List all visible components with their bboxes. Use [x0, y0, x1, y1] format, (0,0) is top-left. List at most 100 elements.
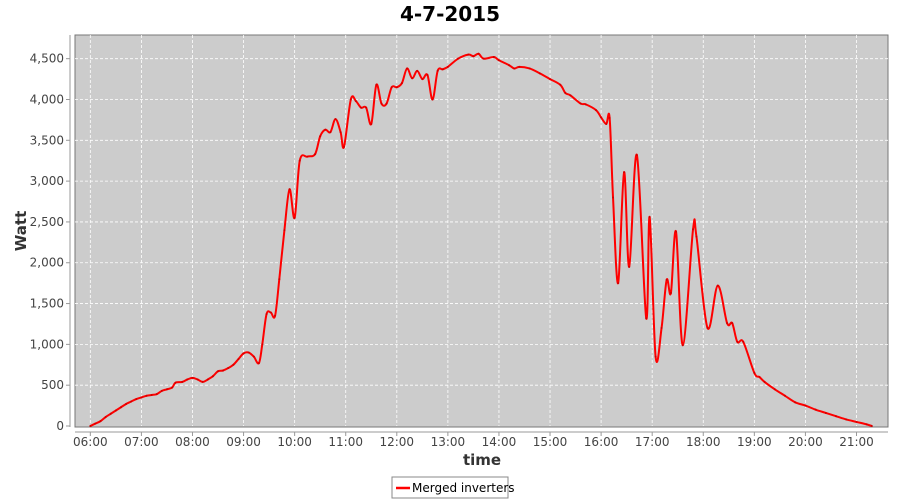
data-point	[365, 106, 368, 109]
data-point	[431, 98, 434, 101]
data-point	[94, 422, 97, 425]
data-point	[654, 355, 657, 358]
y-tick-label: 4,000	[30, 92, 64, 106]
data-point	[314, 153, 317, 156]
data-point	[477, 52, 480, 55]
data-point	[109, 412, 112, 415]
data-point	[441, 68, 444, 71]
data-point	[716, 284, 719, 287]
data-point	[736, 340, 739, 343]
data-point	[293, 216, 296, 219]
data-point	[278, 278, 281, 281]
data-point	[247, 351, 250, 354]
data-point	[306, 155, 309, 158]
chart-title: 4-7-2015	[400, 2, 500, 26]
data-point	[814, 408, 817, 411]
data-point	[595, 109, 598, 112]
data-point	[497, 59, 500, 62]
data-point	[155, 393, 158, 396]
data-point	[114, 409, 117, 412]
x-tick-label: 20:00	[788, 435, 823, 449]
plot-area	[74, 34, 889, 428]
data-point	[191, 376, 194, 379]
data-point	[783, 394, 786, 397]
data-point	[623, 171, 626, 174]
data-point	[171, 386, 174, 389]
data-point	[605, 122, 608, 125]
y-tick-label: 1,000	[30, 337, 64, 351]
data-point	[436, 69, 439, 72]
data-point	[584, 103, 587, 106]
data-point	[400, 82, 403, 85]
data-point	[804, 404, 807, 407]
data-point	[242, 352, 245, 355]
data-point	[252, 355, 255, 358]
x-tick-label: 09:00	[226, 435, 261, 449]
legend-label: Merged inverters	[412, 481, 515, 495]
x-tick-label: 12:00	[379, 435, 414, 449]
data-point	[390, 86, 393, 89]
data-point	[165, 388, 168, 391]
data-point	[201, 380, 204, 383]
data-point	[349, 98, 352, 101]
data-point	[706, 327, 709, 330]
data-point	[472, 55, 475, 58]
x-axis: 06:00 07:00 08:00 09:00 10:00 11:00 12:00 13:00…	[73, 431, 888, 449]
x-tick-label: 11:00	[328, 435, 363, 449]
data-point	[564, 91, 567, 94]
data-point	[181, 380, 184, 383]
data-point	[288, 188, 291, 191]
data-point	[89, 425, 92, 427]
data-point	[196, 378, 199, 381]
data-point	[174, 381, 177, 384]
y-tick-label: 2,500	[30, 215, 64, 229]
data-point	[160, 389, 163, 392]
data-point	[354, 100, 357, 103]
data-point	[665, 278, 668, 281]
data-point	[549, 78, 552, 81]
x-tick-label: 10:00	[277, 435, 312, 449]
data-point	[375, 83, 378, 86]
data-point	[406, 67, 409, 70]
data-point	[645, 317, 648, 320]
data-point	[648, 216, 651, 219]
y-tick-label: 500	[41, 378, 64, 392]
data-point	[211, 375, 214, 378]
data-point	[492, 56, 495, 59]
data-point	[608, 116, 611, 119]
y-tick-label: 3,000	[30, 174, 64, 188]
x-tick-label: 07:00	[124, 435, 159, 449]
data-point	[319, 135, 322, 138]
data-point	[617, 282, 620, 285]
data-point	[150, 393, 153, 396]
x-tick-label: 19:00	[737, 435, 772, 449]
data-point	[334, 118, 337, 121]
data-point	[855, 420, 858, 423]
data-point	[232, 363, 235, 366]
data-point	[758, 376, 761, 379]
data-point	[125, 402, 128, 405]
data-points	[89, 52, 873, 427]
data-point	[824, 411, 827, 414]
x-tick-label: 13:00	[431, 435, 466, 449]
data-point	[416, 69, 419, 72]
data-point	[538, 72, 541, 75]
y-axis: 0 500 1,000 1,500 2,000 2,500 3,000 3,500 4,000 4…	[30, 35, 71, 433]
data-point	[865, 423, 868, 426]
data-point	[660, 327, 663, 330]
data-point	[99, 420, 102, 423]
data-point	[119, 406, 122, 409]
data-point	[217, 370, 220, 373]
data-point	[237, 358, 240, 361]
data-point	[339, 131, 342, 134]
data-point	[421, 78, 424, 81]
data-point	[773, 388, 776, 391]
y-tick-label: 4,500	[30, 52, 64, 66]
data-point	[695, 235, 698, 238]
x-axis-label: time	[463, 451, 501, 469]
data-point	[559, 83, 562, 86]
legend-box	[391, 476, 509, 499]
data-point	[385, 102, 388, 105]
